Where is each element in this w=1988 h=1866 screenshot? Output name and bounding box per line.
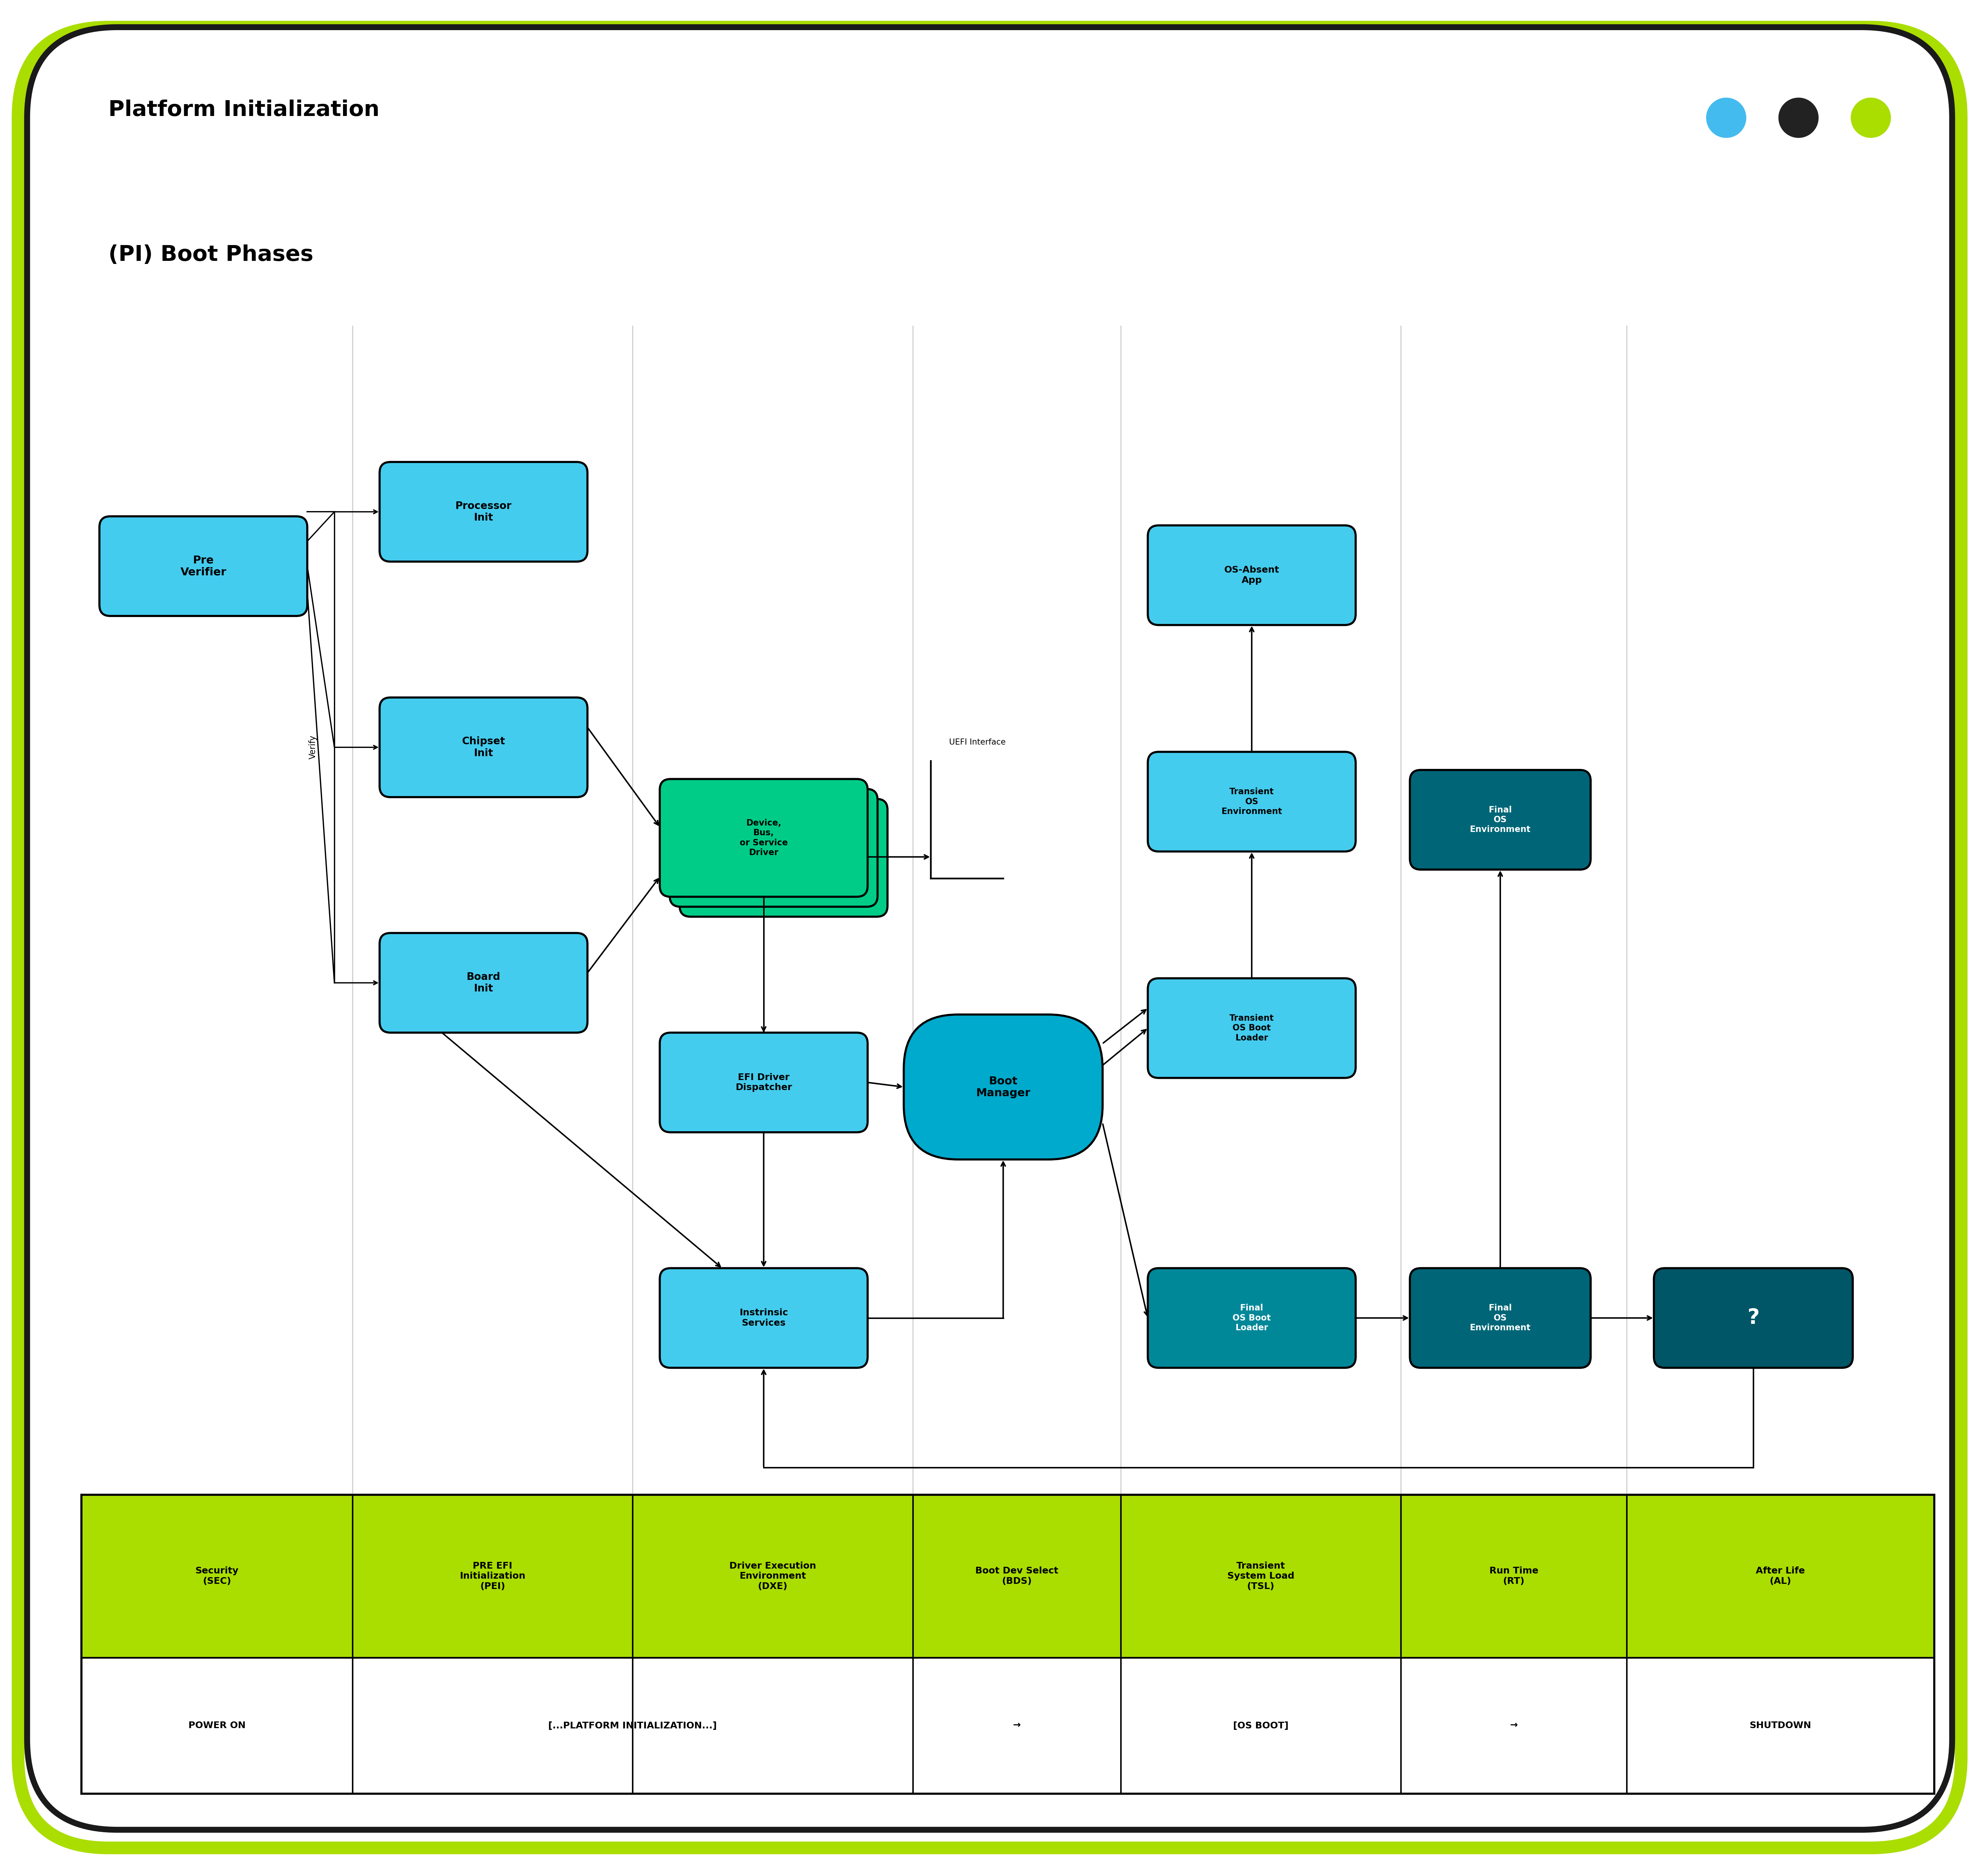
Bar <box>82 1495 1934 1657</box>
Text: Board
Init: Board Init <box>467 972 501 995</box>
Text: Transient
OS
Environment: Transient OS Environment <box>1221 787 1282 815</box>
Text: POWER ON: POWER ON <box>189 1720 245 1730</box>
FancyBboxPatch shape <box>660 1032 867 1133</box>
Text: Driver Execution
Environment
(DXE): Driver Execution Environment (DXE) <box>730 1562 815 1592</box>
Text: Pre
Verifier: Pre Verifier <box>181 554 227 577</box>
FancyBboxPatch shape <box>18 28 1960 1847</box>
Text: →: → <box>1012 1720 1020 1730</box>
Text: Boot Dev Select
(BDS): Boot Dev Select (BDS) <box>974 1567 1058 1586</box>
Text: Instrinsic
Services: Instrinsic Services <box>740 1308 787 1327</box>
Text: →: → <box>1509 1720 1517 1730</box>
Text: OS-Absent
App: OS-Absent App <box>1225 565 1278 584</box>
FancyBboxPatch shape <box>660 1269 867 1368</box>
Text: [OS BOOT]: [OS BOOT] <box>1233 1720 1288 1730</box>
FancyBboxPatch shape <box>380 933 586 1032</box>
Text: Verify: Verify <box>308 735 316 759</box>
FancyBboxPatch shape <box>680 799 887 916</box>
FancyBboxPatch shape <box>660 778 867 898</box>
FancyBboxPatch shape <box>1409 771 1590 870</box>
Text: (PI) Boot Phases: (PI) Boot Phases <box>109 244 314 265</box>
Text: Boot
Manager: Boot Manager <box>976 1077 1030 1099</box>
FancyBboxPatch shape <box>905 1015 1103 1159</box>
FancyBboxPatch shape <box>99 517 308 616</box>
Text: Chipset
Init: Chipset Init <box>461 737 505 758</box>
FancyBboxPatch shape <box>1409 1269 1590 1368</box>
Text: Run Time
(RT): Run Time (RT) <box>1489 1567 1539 1586</box>
Text: Platform Initialization: Platform Initialization <box>109 99 380 121</box>
FancyBboxPatch shape <box>1147 752 1356 851</box>
FancyBboxPatch shape <box>380 463 586 562</box>
Text: After Life
(AL): After Life (AL) <box>1755 1567 1805 1586</box>
Circle shape <box>1779 97 1819 138</box>
Text: PRE EFI
Initialization
(PEI): PRE EFI Initialization (PEI) <box>459 1562 525 1592</box>
FancyBboxPatch shape <box>1147 978 1356 1079</box>
FancyBboxPatch shape <box>28 28 1952 1831</box>
Circle shape <box>1706 97 1745 138</box>
Text: [...PLATFORM INITIALIZATION...]: [...PLATFORM INITIALIZATION...] <box>549 1720 718 1730</box>
Bar <box>82 1495 1934 1793</box>
Text: Processor
Init: Processor Init <box>455 500 511 522</box>
Text: Transient
OS Boot
Loader: Transient OS Boot Loader <box>1229 1013 1274 1043</box>
Text: Transient
System Load
(TSL): Transient System Load (TSL) <box>1227 1562 1294 1592</box>
FancyBboxPatch shape <box>670 789 877 907</box>
Text: UEFI Interface: UEFI Interface <box>948 739 1006 746</box>
Text: Security
(SEC): Security (SEC) <box>195 1567 239 1586</box>
Circle shape <box>1851 97 1891 138</box>
Text: EFI Driver
Dispatcher: EFI Driver Dispatcher <box>736 1073 791 1092</box>
Text: Final
OS Boot
Loader: Final OS Boot Loader <box>1233 1304 1270 1332</box>
FancyBboxPatch shape <box>1147 1269 1356 1368</box>
Text: Final
OS
Environment: Final OS Environment <box>1469 806 1531 834</box>
FancyBboxPatch shape <box>380 698 586 797</box>
FancyBboxPatch shape <box>1654 1269 1853 1368</box>
FancyBboxPatch shape <box>1147 526 1356 625</box>
Text: Final
OS
Environment: Final OS Environment <box>1469 1304 1531 1332</box>
Text: Device,
Bus,
or Service
Driver: Device, Bus, or Service Driver <box>740 819 787 856</box>
Text: ?: ? <box>1747 1308 1759 1329</box>
Text: SHUTDOWN: SHUTDOWN <box>1749 1720 1811 1730</box>
